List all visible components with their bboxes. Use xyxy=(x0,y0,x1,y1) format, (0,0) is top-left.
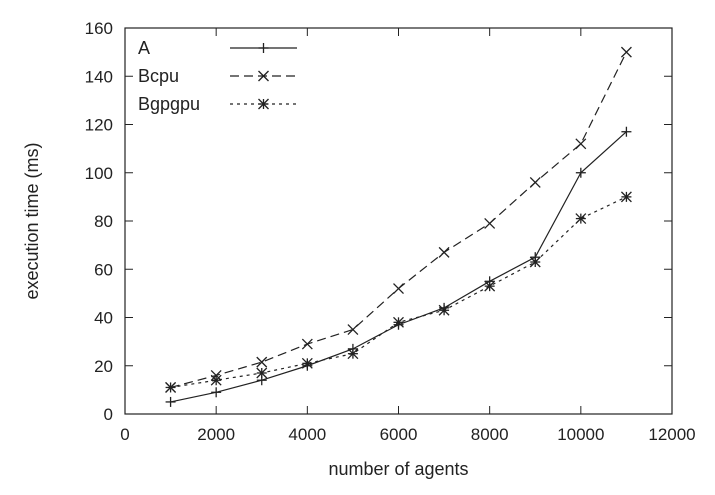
data-point xyxy=(575,213,587,225)
marker-stroke xyxy=(575,213,587,225)
marker-stroke xyxy=(620,46,632,58)
y-tick-label: 100 xyxy=(85,164,113,183)
x-tick-label: 10000 xyxy=(557,425,604,444)
data-point xyxy=(575,167,586,178)
data-point xyxy=(438,246,450,258)
marker-stroke xyxy=(165,382,177,393)
data-point xyxy=(393,316,404,328)
marker-stroke xyxy=(575,138,587,150)
y-tick-label: 60 xyxy=(94,260,113,279)
legend-marker xyxy=(258,98,269,110)
legend-label: Bgpgpu xyxy=(138,94,200,114)
data-point xyxy=(210,374,222,386)
data-point xyxy=(211,387,222,398)
y-tick-label: 120 xyxy=(85,116,113,135)
data-point xyxy=(301,357,313,369)
marker-stroke xyxy=(484,280,496,292)
data-point xyxy=(620,191,632,203)
x-tick-label: 8000 xyxy=(471,425,509,444)
data-point xyxy=(438,304,450,316)
y-tick-label: 160 xyxy=(85,19,113,38)
data-point xyxy=(393,283,404,295)
data-point xyxy=(165,382,177,393)
y-tick-label: 40 xyxy=(94,309,113,328)
marker-stroke xyxy=(258,70,269,82)
data-point xyxy=(301,338,313,350)
marker-stroke xyxy=(256,367,268,379)
x-tick-label: 12000 xyxy=(648,425,695,444)
marker-stroke xyxy=(347,348,359,360)
marker-stroke xyxy=(484,217,496,229)
data-point xyxy=(575,138,587,150)
series-bcpu xyxy=(165,46,632,393)
marker-stroke xyxy=(438,304,450,316)
plot-frame xyxy=(124,27,673,415)
marker-stroke xyxy=(529,176,541,188)
y-tick-label: 20 xyxy=(94,357,113,376)
marker-stroke xyxy=(393,316,404,328)
series-line xyxy=(170,51,627,389)
legend-marker xyxy=(258,43,269,53)
legend-marker xyxy=(258,70,269,82)
data-point xyxy=(484,217,496,229)
data-point xyxy=(347,324,359,336)
data-point xyxy=(621,126,632,137)
data-point xyxy=(347,348,359,360)
x-tick-label: 2000 xyxy=(197,425,235,444)
series-line xyxy=(170,196,627,389)
legend: A Bcpu Bgpgpu xyxy=(138,38,297,114)
y-tick-label: 80 xyxy=(94,212,113,231)
x-axis-title: number of agents xyxy=(328,459,468,479)
data-point xyxy=(529,176,541,188)
data-point xyxy=(529,256,541,268)
axes: 0 2000 4000 6000 8000 10000 12000 0 20 40 60 80 100 1… xyxy=(85,19,696,444)
data-point xyxy=(256,356,268,368)
marker-stroke xyxy=(301,338,313,350)
marker-stroke xyxy=(258,98,269,110)
x-tick-label: 6000 xyxy=(380,425,418,444)
y-tick-label: 140 xyxy=(85,67,113,86)
x-tick-label: 4000 xyxy=(288,425,326,444)
legend-label: A xyxy=(138,38,150,58)
data-point xyxy=(484,280,496,292)
y-axis-title: execution time (ms) xyxy=(22,142,42,299)
marker-stroke xyxy=(620,191,632,203)
legend-label: Bcpu xyxy=(138,66,179,86)
series-lines xyxy=(165,46,632,407)
series-bgpgpu xyxy=(165,191,632,393)
marker-stroke xyxy=(210,374,222,386)
data-point xyxy=(256,367,268,379)
data-point xyxy=(165,396,176,407)
x-tick-label: 0 xyxy=(120,425,129,444)
marker-stroke xyxy=(438,246,450,258)
y-tick-label: 0 xyxy=(104,405,113,424)
marker-stroke xyxy=(393,283,404,295)
marker-stroke xyxy=(301,357,313,369)
series-a xyxy=(165,126,632,407)
marker-stroke xyxy=(256,356,268,368)
marker-stroke xyxy=(529,256,541,268)
series-line xyxy=(170,131,627,403)
marker-stroke xyxy=(347,324,359,336)
data-point xyxy=(620,46,632,58)
